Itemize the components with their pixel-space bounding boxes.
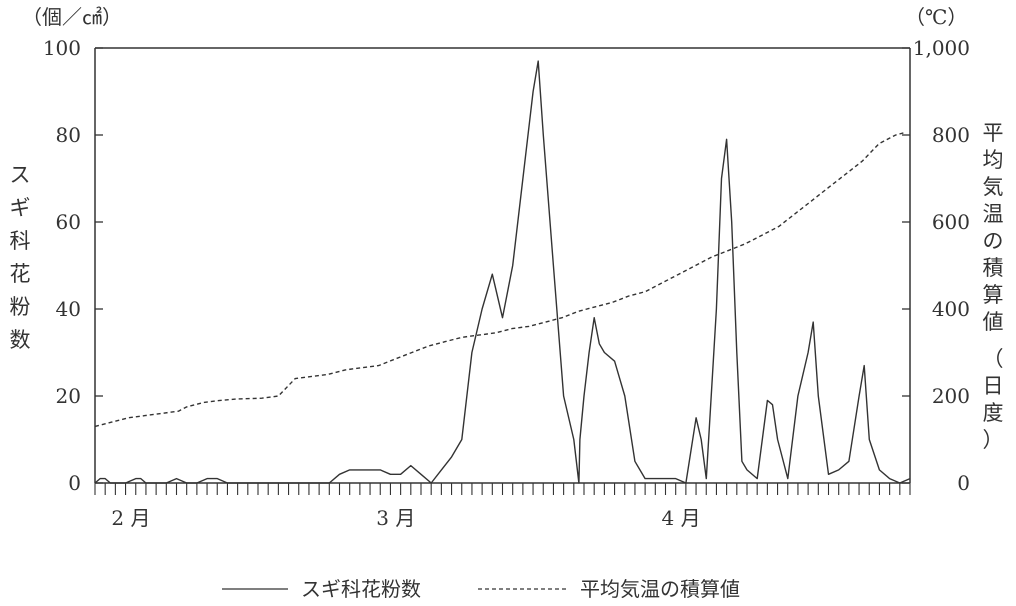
right-axis-unit-char: 度 [983, 401, 1004, 425]
left-axis-title-char: 科 [10, 229, 31, 253]
right-tick-label: 800 [932, 123, 970, 147]
right-axis-title-char: の [983, 229, 1004, 253]
right-axis-title-char: 温 [983, 202, 1004, 226]
right-axis-unit-char: ） [983, 428, 1004, 452]
left-axis-title-char: ス [10, 163, 31, 187]
right-axis-title: 平均気温の積算値 （ 日度 ） [983, 121, 1004, 452]
pollen-count-line [94, 60, 911, 484]
left-axis-ticks: 0 20 40 60 80 100 [43, 36, 103, 495]
left-axis-title-char: 花 [10, 262, 31, 286]
month-label: 2 月 [111, 506, 150, 530]
series-layer [94, 60, 911, 484]
right-axis-title-char: 均 [983, 148, 1004, 172]
month-label: 3 月 [376, 506, 415, 530]
right-axis-title-char: 積 [983, 256, 1004, 280]
temperature-cumulative-line [94, 132, 905, 428]
right-axis-title-char: 平 [983, 121, 1004, 145]
right-axis-ticks: 0 200 400 600 800 1,000 [902, 36, 970, 495]
right-axis-unit-char: 日 [983, 374, 1004, 398]
right-tick-label: 200 [932, 384, 970, 408]
right-tick-label: 1,000 [913, 36, 970, 60]
right-axis-unit: （℃） [905, 5, 967, 29]
left-axis-title-char: 粉 [10, 295, 31, 319]
left-tick-label: 60 [56, 210, 81, 234]
left-tick-label: 100 [43, 36, 81, 60]
right-tick-label: 0 [957, 471, 970, 495]
left-tick-label: 20 [56, 384, 81, 408]
month-labels: 2 月 3 月 4 月 [111, 506, 700, 530]
left-axis-title-char: ギ [10, 196, 31, 220]
left-tick-label: 0 [68, 471, 81, 495]
right-tick-label: 600 [932, 210, 970, 234]
legend-label-pollen: スギ科花粉数 [301, 577, 421, 601]
month-label: 4 月 [662, 506, 701, 530]
right-axis-unit-char: （ [983, 347, 1004, 371]
left-tick-label: 40 [56, 297, 81, 321]
right-axis-title-char: 気 [983, 175, 1004, 199]
left-axis-title: スギ科花粉数 [10, 163, 31, 352]
legend: スギ科花粉数 平均気温の積算値 [222, 577, 740, 601]
left-tick-label: 80 [56, 123, 81, 147]
right-axis-title-char: 算 [983, 283, 1004, 307]
right-axis-title-char: 値 [983, 310, 1004, 334]
left-axis-unit: （個／㎠） [22, 5, 122, 29]
x-axis-day-ticks [94, 483, 911, 495]
right-tick-label: 400 [932, 297, 970, 321]
left-axis-title-char: 数 [10, 328, 31, 352]
legend-label-temperature: 平均気温の積算値 [580, 577, 740, 601]
